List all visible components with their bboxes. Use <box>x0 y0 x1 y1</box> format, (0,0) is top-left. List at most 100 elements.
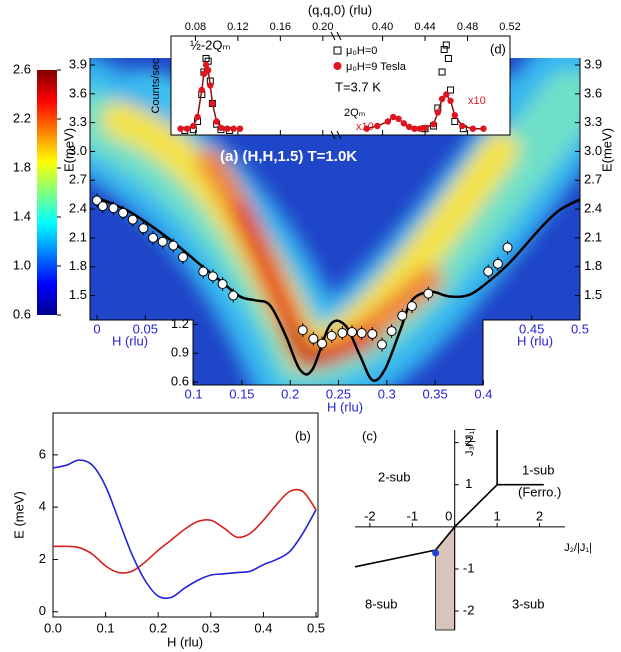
data-point <box>423 288 434 299</box>
data-point <box>483 266 494 277</box>
x-tick-label: 0.5 <box>307 620 325 635</box>
x-tick-label: 0.1 <box>97 620 115 635</box>
colorbar <box>37 70 57 315</box>
data-point <box>434 109 442 116</box>
data-point <box>406 301 417 312</box>
region-label: 3-sub <box>512 596 545 611</box>
y-tick-label: 0 <box>39 603 46 618</box>
data-point <box>138 223 149 234</box>
data-point <box>432 549 440 557</box>
x-tick-label: 0.48 <box>457 21 478 33</box>
data-point <box>438 68 446 76</box>
phase-boundary <box>354 430 498 568</box>
data-point <box>209 100 216 107</box>
y-tick-label: 6 <box>39 446 46 461</box>
colorbar-tick-label: 0.6 <box>13 306 31 321</box>
data-point <box>447 97 454 105</box>
data-point <box>224 125 231 132</box>
data-point <box>443 91 450 98</box>
y-axis-label: E(meV) <box>61 128 76 172</box>
y-tick-label: 3.9 <box>584 56 602 71</box>
data-point <box>440 46 448 53</box>
colorbar-tick-label: 1.0 <box>13 257 31 272</box>
region-label: 1-sub <box>522 462 555 477</box>
data-point <box>118 207 129 218</box>
y-tick-label: 2.1 <box>584 229 602 244</box>
x-tick-label: 0.05 <box>133 321 158 336</box>
data-point <box>337 328 348 339</box>
data-point <box>207 82 214 89</box>
region-label: 2-sub <box>378 469 411 484</box>
x-tick-label: 0.16 <box>270 21 291 33</box>
x-tick-label: 0.5 <box>571 321 589 336</box>
data-point <box>356 328 367 339</box>
y-tick-label: -2 <box>463 602 475 617</box>
x-tick-label: 0.35 <box>422 386 447 401</box>
legend-marker <box>333 62 342 70</box>
y-tick-label: 3.3 <box>69 114 87 129</box>
data-point <box>374 122 381 130</box>
x-tick-label: 0.4 <box>254 620 272 635</box>
legend-label: μ₀H=9 Tesla <box>346 61 407 73</box>
panel-c: (c) J₃/|J₁| J₂/|J₁| 2-sub 1-sub (Ferro.)… <box>354 428 592 631</box>
data-point <box>217 279 228 290</box>
y-tick-label: 2.7 <box>69 172 87 187</box>
plot-frame <box>52 412 319 618</box>
annotation: T=3.7 K <box>335 79 381 94</box>
x-tick-label: -1 <box>406 508 418 523</box>
data-point <box>200 70 208 78</box>
data-point <box>430 121 437 128</box>
y-tick-label: 2.7 <box>584 172 602 187</box>
data-point <box>492 258 503 269</box>
panel-label: (c) <box>362 428 377 443</box>
y-tick-label: 3.0 <box>69 143 87 158</box>
data-point <box>416 125 423 132</box>
panel-label: (b) <box>295 428 311 443</box>
x-tick-label: 0.44 <box>414 21 435 33</box>
data-point <box>442 41 450 49</box>
x-tick-label: 0.2 <box>281 386 299 401</box>
data-point <box>148 232 159 243</box>
data-point <box>502 242 513 253</box>
data-point <box>230 125 237 132</box>
y-axis-label: E(meV) <box>599 128 614 172</box>
data-point <box>480 125 487 132</box>
data-point <box>213 118 220 125</box>
y-axis-label: E (meV) <box>11 491 26 539</box>
x-axis-label: H (rlu) <box>167 634 203 649</box>
x-tick-label: 0 <box>445 508 452 523</box>
data-point <box>469 125 477 132</box>
y-tick-label: 4 <box>39 499 46 514</box>
data-point <box>202 61 210 68</box>
data-point <box>347 327 358 338</box>
data-point <box>400 120 408 127</box>
colorbar-tick-label: 1.4 <box>13 208 31 223</box>
data-point <box>194 113 201 121</box>
y-axis-label: Counts/sec <box>150 58 162 114</box>
y-tick-label: 1.5 <box>69 287 87 302</box>
y-tick-label: 0.6 <box>171 373 189 388</box>
data-point <box>198 266 209 277</box>
x-axis-label: J₂/|J₁| <box>564 542 592 554</box>
axis-break <box>330 31 342 140</box>
colorbar-tick-label: 1.8 <box>13 159 31 174</box>
data-point <box>384 118 392 125</box>
data-point <box>183 125 191 132</box>
y-tick-label: 2 <box>465 434 472 449</box>
data-point <box>177 252 188 263</box>
panel-label: (d) <box>490 41 506 56</box>
series-line <box>52 488 317 574</box>
data-point <box>363 125 370 132</box>
y-tick-label: 3.9 <box>69 56 87 71</box>
annotation: x10 <box>468 95 486 107</box>
region-label: (Ferro.) <box>518 484 561 499</box>
data-point <box>397 310 408 321</box>
annotation: ½-2Qₘ <box>190 37 231 52</box>
data-point <box>97 201 108 212</box>
data-point <box>405 123 413 131</box>
data-point <box>317 338 328 349</box>
x-tick-label: 0.4 <box>474 386 492 401</box>
x-axis-label: H (rlu) <box>327 399 363 414</box>
y-tick-label: 1.2 <box>171 316 189 331</box>
data-point <box>207 271 218 282</box>
